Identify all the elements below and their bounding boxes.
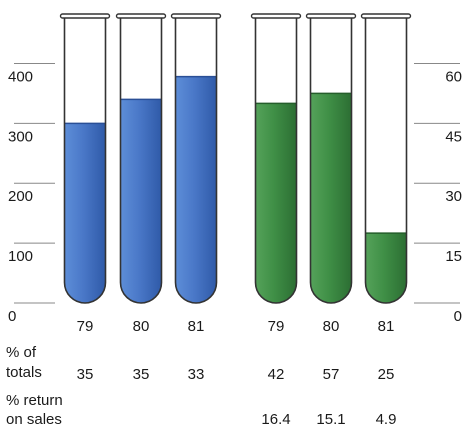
row1-value: 25 — [378, 366, 395, 383]
left-tick-label: 100 — [8, 248, 33, 265]
row2-label: on sales — [6, 411, 62, 428]
tube-liquid — [365, 233, 407, 303]
stat-rows: % of totals 35 35 33 42 57 25 % return on sales 16… — [6, 344, 396, 428]
tube-liquid — [310, 93, 352, 303]
tube-rim — [250, 13, 302, 19]
left-tick-label: 200 — [8, 188, 33, 205]
right-tick-label: 15 — [445, 248, 462, 265]
right-tick-label: 45 — [445, 128, 462, 145]
right-axis: 0 15 30 45 60 — [414, 62, 462, 325]
tube-liquid — [64, 123, 106, 303]
tube-glass — [174, 17, 218, 304]
tube-rim — [115, 13, 167, 19]
right-tick-label: 60 — [445, 68, 462, 85]
category-label: 81 — [378, 318, 395, 335]
category-label: 80 — [323, 318, 340, 335]
row1-label: % of — [6, 344, 37, 361]
tube-rim — [59, 13, 111, 19]
category-label: 81 — [188, 318, 205, 335]
tube-liquid — [120, 99, 162, 303]
tube-liquid — [175, 76, 217, 304]
row2-value: 15.1 — [316, 411, 345, 428]
tube-rim — [170, 13, 222, 19]
left-tick-label: 400 — [8, 68, 33, 85]
category-label: 79 — [268, 318, 285, 335]
category-label: 79 — [77, 318, 94, 335]
category-label: 80 — [133, 318, 150, 335]
row1-value: 57 — [323, 366, 340, 383]
tubes — [59, 13, 412, 304]
row2-label: % return — [6, 392, 63, 409]
row1-value: 42 — [268, 366, 285, 383]
row1-label: totals — [6, 364, 42, 381]
left-tick-label: 0 — [8, 308, 16, 325]
row1-value: 35 — [133, 366, 150, 383]
right-tick-label: 30 — [445, 188, 462, 205]
tube-rim — [305, 13, 357, 19]
tube-liquid — [255, 103, 297, 304]
row2-value: 4.9 — [376, 411, 397, 428]
row2-value: 16.4 — [261, 411, 290, 428]
left-axis: 0 100 200 300 400 — [8, 62, 55, 325]
tube-glass — [309, 17, 353, 304]
left-tick-label: 300 — [8, 128, 33, 145]
category-labels: 79 80 81 79 80 81 — [77, 318, 395, 335]
row1-value: 35 — [77, 366, 94, 383]
tube-glass — [364, 17, 408, 304]
row1-value: 33 — [188, 366, 205, 383]
right-tick-label: 0 — [454, 308, 462, 325]
tube-glass — [254, 17, 298, 304]
tube-rim — [360, 13, 412, 19]
tube-glass — [63, 17, 107, 304]
tube-glass — [119, 17, 163, 304]
